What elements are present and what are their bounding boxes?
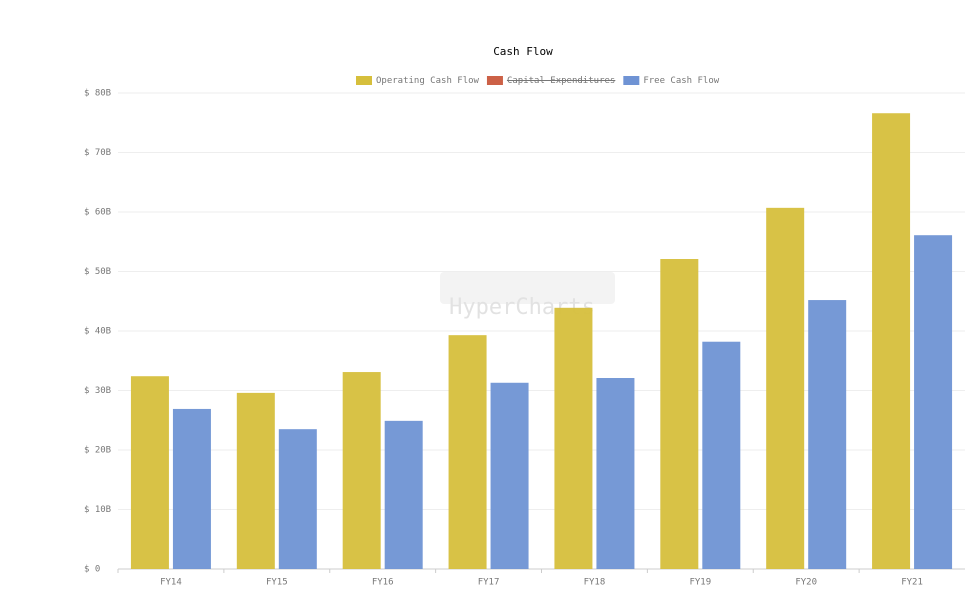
legend-swatch[interactable] bbox=[356, 76, 372, 85]
y-tick-label: $ 80B bbox=[84, 89, 111, 99]
bar bbox=[130, 376, 169, 569]
legend-label[interactable]: Free Cash Flow bbox=[643, 76, 719, 86]
bar bbox=[660, 259, 699, 569]
bar bbox=[872, 113, 911, 569]
watermark-box bbox=[440, 272, 615, 304]
bar bbox=[808, 300, 847, 569]
x-tick-label: FY21 bbox=[901, 578, 923, 588]
x-tick-label: FY18 bbox=[584, 578, 606, 588]
y-tick-label: $ 0 bbox=[84, 565, 100, 575]
bar bbox=[384, 420, 423, 569]
chart-title: Cash Flow bbox=[493, 45, 553, 58]
bar bbox=[278, 429, 317, 569]
y-tick-label: $ 70B bbox=[84, 148, 111, 158]
bar bbox=[596, 378, 635, 569]
y-tick-label: $ 10B bbox=[84, 505, 111, 515]
y-tick-label: $ 30B bbox=[84, 386, 111, 396]
legend-label[interactable]: Operating Cash Flow bbox=[376, 76, 480, 86]
bar bbox=[490, 382, 529, 569]
y-tick-label: $ 60B bbox=[84, 208, 111, 218]
x-tick-label: FY20 bbox=[795, 578, 817, 588]
x-tick-label: FY17 bbox=[478, 578, 500, 588]
x-tick-label: FY14 bbox=[160, 578, 182, 588]
bar bbox=[172, 408, 211, 569]
legend-swatch[interactable] bbox=[623, 76, 640, 85]
bar bbox=[342, 372, 381, 569]
bar bbox=[236, 392, 275, 569]
bar bbox=[766, 207, 805, 569]
bar bbox=[554, 307, 593, 569]
legend-swatch[interactable] bbox=[486, 76, 503, 85]
x-tick-label: FY19 bbox=[689, 578, 711, 588]
bar bbox=[448, 335, 487, 569]
x-tick-label: FY16 bbox=[372, 578, 394, 588]
y-tick-label: $ 50B bbox=[84, 267, 111, 277]
x-tick-label: FY15 bbox=[266, 578, 288, 588]
y-tick-label: $ 20B bbox=[84, 446, 111, 456]
y-tick-label: $ 40B bbox=[84, 327, 111, 337]
bar bbox=[702, 341, 741, 569]
bar bbox=[914, 235, 953, 569]
